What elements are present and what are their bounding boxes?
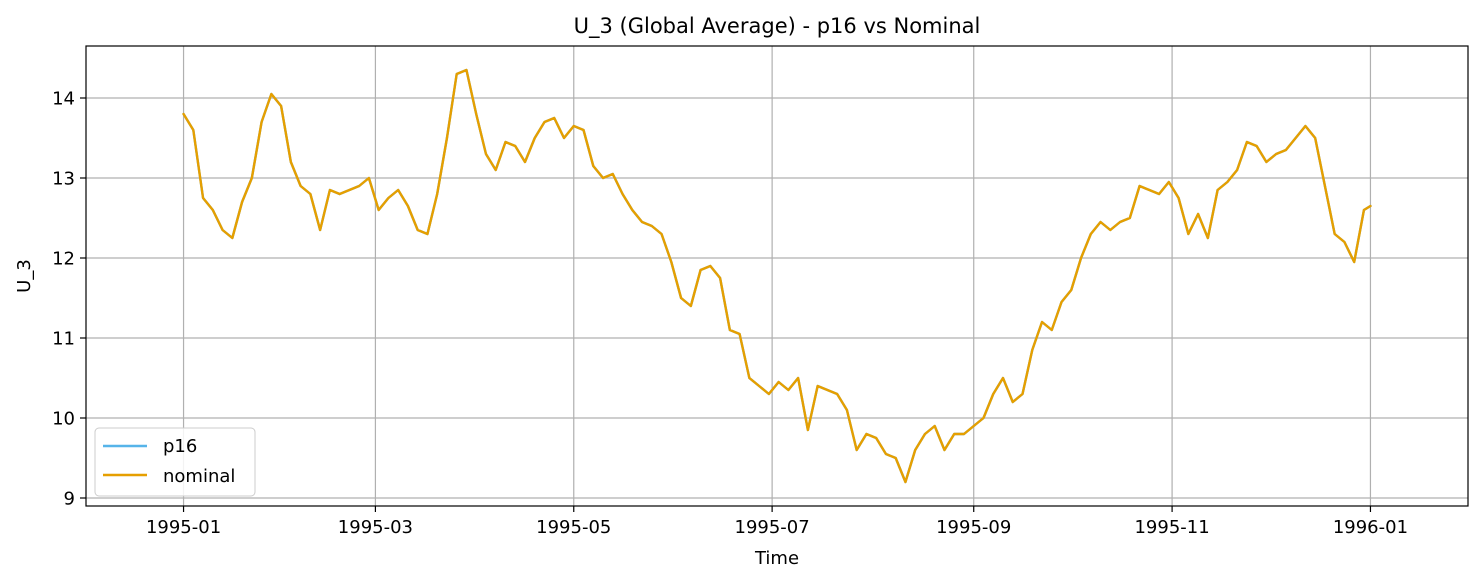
y-tick-label: 14 <box>52 89 75 110</box>
series-line-nominal <box>182 68 1372 484</box>
y-tick-label: 9 <box>64 489 75 510</box>
legend-label-p16: p16 <box>163 436 197 457</box>
legend-label-nominal: nominal <box>163 466 235 487</box>
chart-title: U_3 (Global Average) - p16 vs Nominal <box>574 14 981 39</box>
x-axis-ticks: 1995-01 1995-03 1995-05 1995-07 1995-09 1995-… <box>146 506 1408 538</box>
legend: p16 nominal <box>94 427 256 497</box>
y-tick-label: 12 <box>52 249 75 270</box>
y-axis-label: U_3 <box>14 259 35 293</box>
series-line-p16 <box>182 68 1372 484</box>
x-tick-label: 1995-07 <box>735 517 810 538</box>
x-tick-label: 1995-05 <box>536 517 611 538</box>
y-tick-label: 10 <box>52 409 75 430</box>
x-tick-label: 1995-09 <box>936 517 1011 538</box>
x-tick-label: 1996-01 <box>1333 517 1408 538</box>
y-axis-ticks: 9 10 11 12 13 14 <box>52 89 86 510</box>
y-tick-label: 11 <box>52 329 75 350</box>
x-tick-label: 1995-03 <box>338 517 413 538</box>
plot-area-frame <box>85 45 1469 507</box>
series-lines <box>182 68 1372 484</box>
x-tick-label: 1995-11 <box>1134 517 1209 538</box>
grid <box>86 46 1468 506</box>
y-tick-label: 13 <box>52 169 75 190</box>
x-tick-label: 1995-01 <box>146 517 221 538</box>
x-axis-label: Time <box>754 548 799 569</box>
